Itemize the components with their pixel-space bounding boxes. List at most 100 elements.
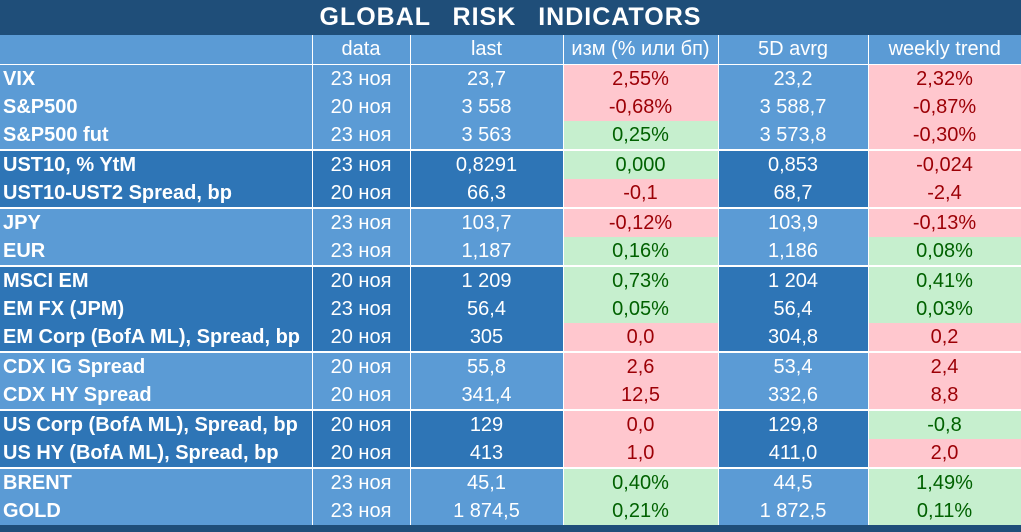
row-weekly-trend: 1,49% xyxy=(868,468,1021,497)
row-date: 20 ноя xyxy=(312,266,411,295)
row-change: 0,05% xyxy=(563,295,719,323)
row-date: 23 ноя xyxy=(312,64,411,93)
table-row: JPY 23 ноя 103,7 -0,12% 103,9 -0,13% xyxy=(0,208,1021,237)
row-date: 23 ноя xyxy=(312,121,411,151)
row-date: 20 ноя xyxy=(312,381,411,411)
table-row: US HY (BofA ML), Spread, bp 20 ноя 413 1,0 4… xyxy=(0,439,1021,469)
row-last: 129 xyxy=(410,410,564,439)
row-date: 23 ноя xyxy=(312,150,411,179)
row-change: 1,0 xyxy=(563,439,719,469)
row-date: 23 ноя xyxy=(312,237,411,267)
header-name xyxy=(0,35,313,65)
row-weekly-trend: 2,32% xyxy=(868,64,1021,93)
row-weekly-trend: 0,11% xyxy=(868,497,1021,525)
row-last: 1 209 xyxy=(410,266,564,295)
row-date: 20 ноя xyxy=(312,179,411,209)
table-row: VIX 23 ноя 23,7 2,55% 23,2 2,32% xyxy=(0,64,1021,93)
row-date: 23 ноя xyxy=(312,468,411,497)
row-5d-average: 129,8 xyxy=(718,410,869,439)
row-5d-average: 3 588,7 xyxy=(718,93,869,121)
row-name: BRENT xyxy=(0,468,313,497)
row-5d-average: 68,7 xyxy=(718,179,869,209)
row-5d-average: 1 204 xyxy=(718,266,869,295)
row-last: 1 874,5 xyxy=(410,497,564,525)
row-weekly-trend: 0,41% xyxy=(868,266,1021,295)
row-5d-average: 332,6 xyxy=(718,381,869,411)
table-row: MSCI EM 20 ноя 1 209 0,73% 1 204 0,41% xyxy=(0,266,1021,295)
row-date: 20 ноя xyxy=(312,323,411,353)
row-name: UST10-UST2 Spread, bp xyxy=(0,179,313,209)
row-date: 20 ноя xyxy=(312,439,411,469)
row-change: 2,6 xyxy=(563,352,719,381)
row-5d-average: 411,0 xyxy=(718,439,869,469)
row-name: S&P500 fut xyxy=(0,121,313,151)
row-weekly-trend: 0,03% xyxy=(868,295,1021,323)
row-date: 23 ноя xyxy=(312,295,411,323)
row-weekly-trend: 2,0 xyxy=(868,439,1021,469)
row-name: CDX IG Spread xyxy=(0,352,313,381)
row-date: 20 ноя xyxy=(312,93,411,121)
header-5d-average: 5D avrg xyxy=(718,35,869,65)
table-row: EUR 23 ноя 1,187 0,16% 1,186 0,08% xyxy=(0,237,1021,267)
row-change: 0,25% xyxy=(563,121,719,151)
row-name: US Corp (BofA ML), Spread, bp xyxy=(0,410,313,439)
row-weekly-trend: -0,8 xyxy=(868,410,1021,439)
row-last: 413 xyxy=(410,439,564,469)
table-row: CDX IG Spread 20 ноя 55,8 2,6 53,4 2,4 xyxy=(0,352,1021,381)
row-last: 103,7 xyxy=(410,208,564,237)
row-name: S&P500 xyxy=(0,93,313,121)
row-last: 341,4 xyxy=(410,381,564,411)
row-name: US HY (BofA ML), Spread, bp xyxy=(0,439,313,469)
row-last: 3 558 xyxy=(410,93,564,121)
row-weekly-trend: -0,30% xyxy=(868,121,1021,151)
row-change: 0,40% xyxy=(563,468,719,497)
row-last: 66,3 xyxy=(410,179,564,209)
row-weekly-trend: 0,08% xyxy=(868,237,1021,267)
header-last: last xyxy=(410,35,564,65)
header-change: изм (% или бп) xyxy=(563,35,719,65)
table-row: CDX HY Spread 20 ноя 341,4 12,5 332,6 8,8 xyxy=(0,381,1021,411)
row-weekly-trend: 8,8 xyxy=(868,381,1021,411)
row-5d-average: 56,4 xyxy=(718,295,869,323)
row-change: 0,0 xyxy=(563,410,719,439)
row-last: 1,187 xyxy=(410,237,564,267)
row-change: 0,16% xyxy=(563,237,719,267)
row-last: 0,8291 xyxy=(410,150,564,179)
row-name: EM Corp (BofA ML), Spread, bp xyxy=(0,323,313,353)
row-5d-average: 44,5 xyxy=(718,468,869,497)
row-name: CDX HY Spread xyxy=(0,381,313,411)
row-weekly-trend: 0,2 xyxy=(868,323,1021,353)
table-row: EM FX (JPM) 23 ноя 56,4 0,05% 56,4 0,03% xyxy=(0,295,1021,323)
row-change: 12,5 xyxy=(563,381,719,411)
row-last: 3 563 xyxy=(410,121,564,151)
row-5d-average: 0,853 xyxy=(718,150,869,179)
row-change: -0,12% xyxy=(563,208,719,237)
row-last: 56,4 xyxy=(410,295,564,323)
header-date: data xyxy=(312,35,411,65)
row-weekly-trend: -0,024 xyxy=(868,150,1021,179)
table-row: GOLD 23 ноя 1 874,5 0,21% 1 872,5 0,11% xyxy=(0,497,1021,525)
row-5d-average: 3 573,8 xyxy=(718,121,869,151)
table-row: EM Corp (BofA ML), Spread, bp 20 ноя 305 0,… xyxy=(0,323,1021,353)
row-5d-average: 53,4 xyxy=(718,352,869,381)
table-row: UST10, % YtM 23 ноя 0,8291 0,000 0,853 -0,024 xyxy=(0,150,1021,179)
header-row: data last изм (% или бп) 5D avrg weekly … xyxy=(0,35,1021,65)
row-change: 0,000 xyxy=(563,150,719,179)
row-last: 23,7 xyxy=(410,64,564,93)
row-date: 20 ноя xyxy=(312,410,411,439)
row-date: 23 ноя xyxy=(312,208,411,237)
row-weekly-trend: -0,87% xyxy=(868,93,1021,121)
header-weekly-trend: weekly trend xyxy=(868,35,1021,65)
row-change: 0,73% xyxy=(563,266,719,295)
row-last: 55,8 xyxy=(410,352,564,381)
row-5d-average: 103,9 xyxy=(718,208,869,237)
row-5d-average: 1 872,5 xyxy=(718,497,869,525)
row-name: JPY xyxy=(0,208,313,237)
row-weekly-trend: -2,4 xyxy=(868,179,1021,209)
row-name: EM FX (JPM) xyxy=(0,295,313,323)
row-weekly-trend: 2,4 xyxy=(868,352,1021,381)
row-name: EUR xyxy=(0,237,313,267)
table-title: GLOBAL RISK INDICATORS xyxy=(0,0,1021,35)
row-last: 305 xyxy=(410,323,564,353)
risk-indicators-table: data last изм (% или бп) 5D avrg weekly … xyxy=(0,35,1021,525)
